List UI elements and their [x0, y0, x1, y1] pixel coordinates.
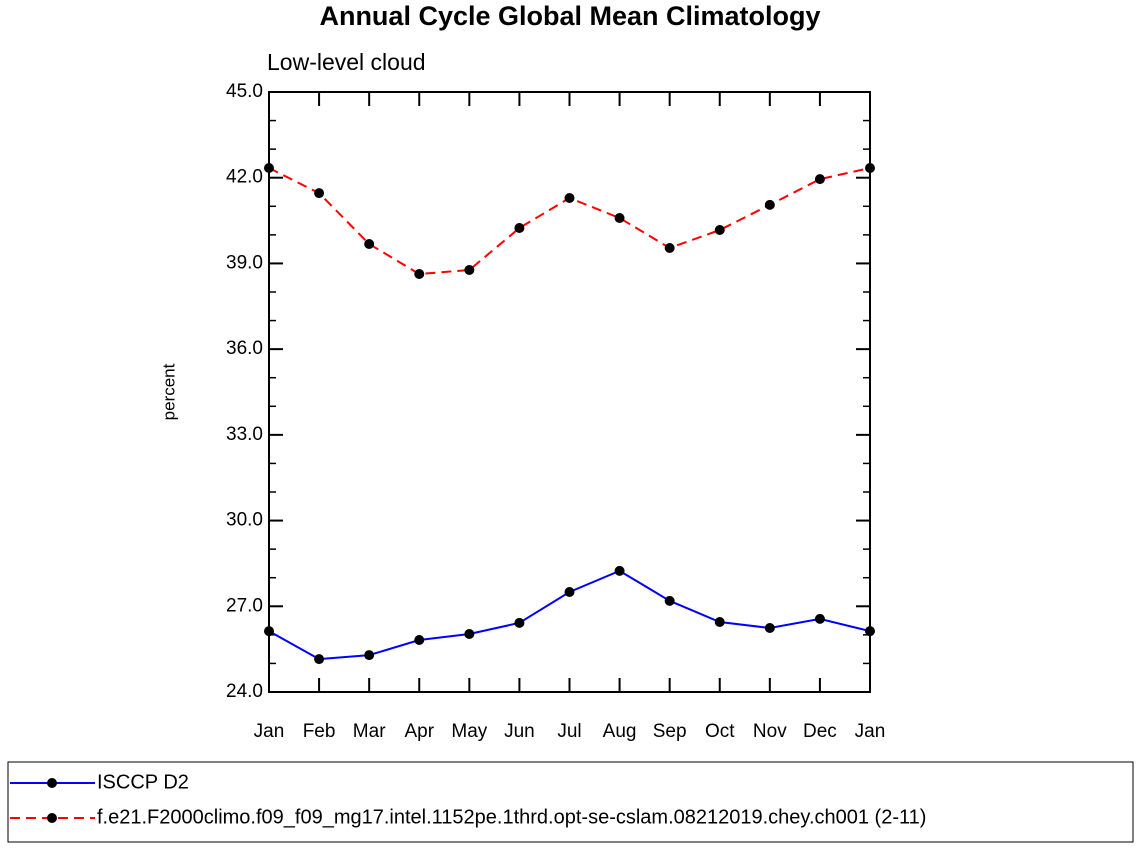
data-point — [865, 626, 875, 637]
data-point — [714, 225, 725, 235]
data-point — [865, 163, 875, 173]
data-point — [464, 629, 475, 639]
legend-marker — [47, 813, 57, 823]
data-point — [764, 199, 775, 210]
x-tick-label: Jan — [254, 721, 285, 742]
y-tick-label: 42.0 — [226, 167, 263, 188]
data-point — [714, 617, 725, 627]
x-tick-label: Aug — [603, 721, 637, 742]
data-point — [314, 654, 325, 665]
data-point — [614, 565, 625, 576]
data-point — [764, 623, 775, 633]
data-point — [664, 243, 675, 253]
y-tick-label: 27.0 — [226, 595, 263, 616]
series-line — [268, 167, 871, 276]
x-tick-label: Oct — [705, 721, 735, 742]
data-point — [564, 587, 575, 597]
legend-label: f.e21.F2000climo.f09_f09_mg17.intel.1152… — [97, 806, 926, 828]
data-point — [814, 174, 825, 185]
data-point — [414, 635, 425, 645]
data-point — [364, 650, 375, 661]
x-tick-label: Jun — [504, 721, 535, 742]
chart-subtitle: Low-level cloud — [267, 49, 426, 75]
plot-frame — [268, 91, 871, 693]
y-tick-label: 30.0 — [226, 510, 263, 531]
x-tick-label: Feb — [303, 721, 336, 742]
data-point — [514, 617, 525, 628]
legend-box — [7, 761, 1134, 843]
y-tick-label: 36.0 — [226, 338, 263, 359]
data-point — [264, 163, 274, 173]
data-point — [514, 223, 525, 233]
data-point — [314, 188, 325, 199]
data-point — [364, 239, 375, 249]
x-tick-label: Jan — [855, 721, 886, 742]
x-tick-label: Nov — [753, 721, 787, 742]
x-tick-label: Jul — [557, 721, 581, 742]
y-axis-label: percent — [159, 363, 178, 420]
y-tick-label: 33.0 — [226, 424, 263, 445]
legend-label: ISCCP D2 — [97, 771, 189, 793]
legend-marker — [47, 778, 57, 788]
y-tick-label: 39.0 — [226, 252, 263, 273]
y-tick-label: 45.0 — [226, 81, 263, 102]
x-tick-label: Mar — [353, 721, 386, 742]
data-point — [564, 193, 575, 203]
data-point — [664, 595, 675, 606]
data-point — [614, 213, 625, 223]
series-line — [268, 569, 871, 661]
data-point — [414, 269, 425, 279]
data-point — [814, 613, 825, 624]
chart-title: Annual Cycle Global Mean Climatology — [319, 1, 820, 31]
y-tick-label: 24.0 — [226, 681, 263, 702]
x-tick-label: May — [451, 721, 487, 742]
x-tick-label: Apr — [404, 721, 434, 742]
x-tick-label: Dec — [803, 721, 837, 742]
data-point — [464, 265, 475, 275]
x-tick-label: Sep — [653, 721, 687, 742]
data-point — [264, 626, 274, 637]
